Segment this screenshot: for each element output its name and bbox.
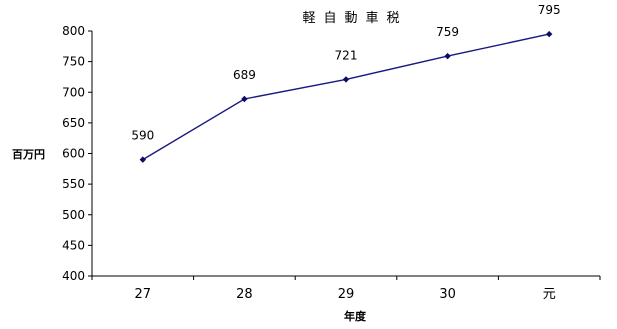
y-tick-label: 400 <box>62 269 85 283</box>
y-tick-label: 750 <box>62 55 85 69</box>
y-tick-label: 700 <box>62 85 85 99</box>
y-tick-label: 450 <box>62 238 85 252</box>
y-tick-label: 650 <box>62 116 85 130</box>
data-label: 759 <box>436 25 459 39</box>
y-tick-label: 550 <box>62 177 85 191</box>
y-axis-label: 百万円 <box>12 148 45 161</box>
chart-title: 軽自動車税 <box>302 11 407 26</box>
data-labels: 590 689 721 759 795 <box>131 3 560 143</box>
x-tick-label: 28 <box>236 287 253 302</box>
data-point <box>241 95 248 103</box>
data-label: 721 <box>335 48 358 62</box>
data-label: 590 <box>131 129 154 143</box>
data-label: 795 <box>538 3 561 17</box>
x-tick-label: 30 <box>439 287 456 302</box>
x-tick-label: 元 <box>543 287 556 302</box>
data-point <box>444 52 451 60</box>
series-markers <box>139 30 553 163</box>
x-axis-label: 年度 <box>344 309 367 323</box>
x-axis-ticks: 27 28 29 30 元 <box>91 276 601 302</box>
x-tick-label: 29 <box>338 287 355 302</box>
y-axis-ticks: 400 450 500 550 600 650 700 750 800 <box>62 24 92 283</box>
x-tick-label: 27 <box>135 287 152 302</box>
y-tick-label: 800 <box>62 24 85 38</box>
data-point <box>342 76 350 83</box>
y-tick-label: 600 <box>62 147 85 161</box>
data-point <box>139 156 146 163</box>
data-label: 689 <box>233 68 256 82</box>
data-point <box>546 30 553 38</box>
y-tick-label: 500 <box>62 208 85 222</box>
